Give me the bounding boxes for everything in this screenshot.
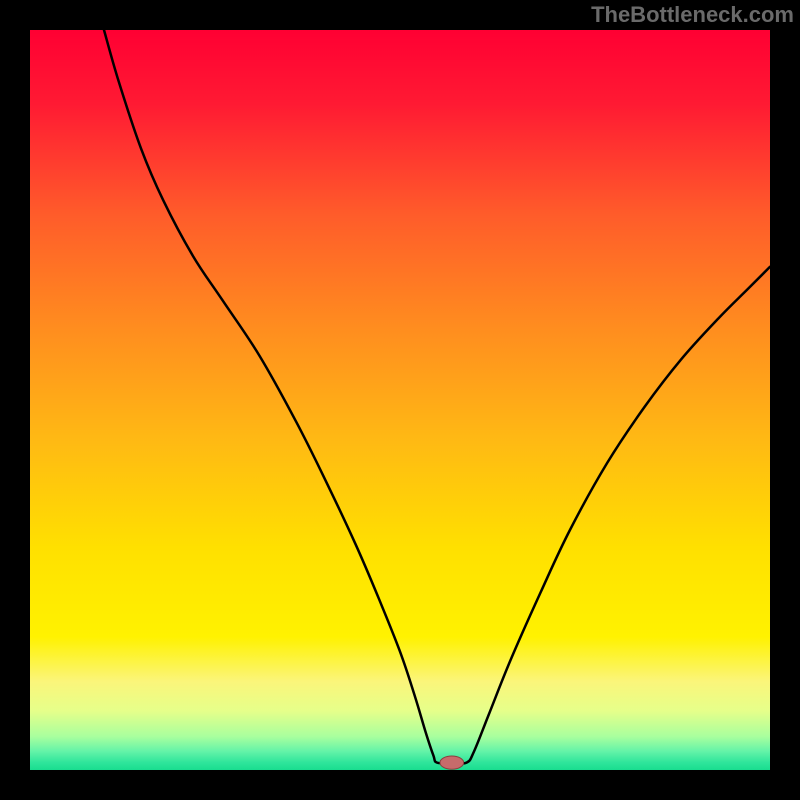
watermark-text: TheBottleneck.com bbox=[591, 2, 794, 28]
chart-container: TheBottleneck.com bbox=[0, 0, 800, 800]
optimal-point-marker bbox=[440, 756, 464, 769]
bottleneck-curve-chart bbox=[0, 0, 800, 800]
plot-background bbox=[30, 30, 770, 770]
